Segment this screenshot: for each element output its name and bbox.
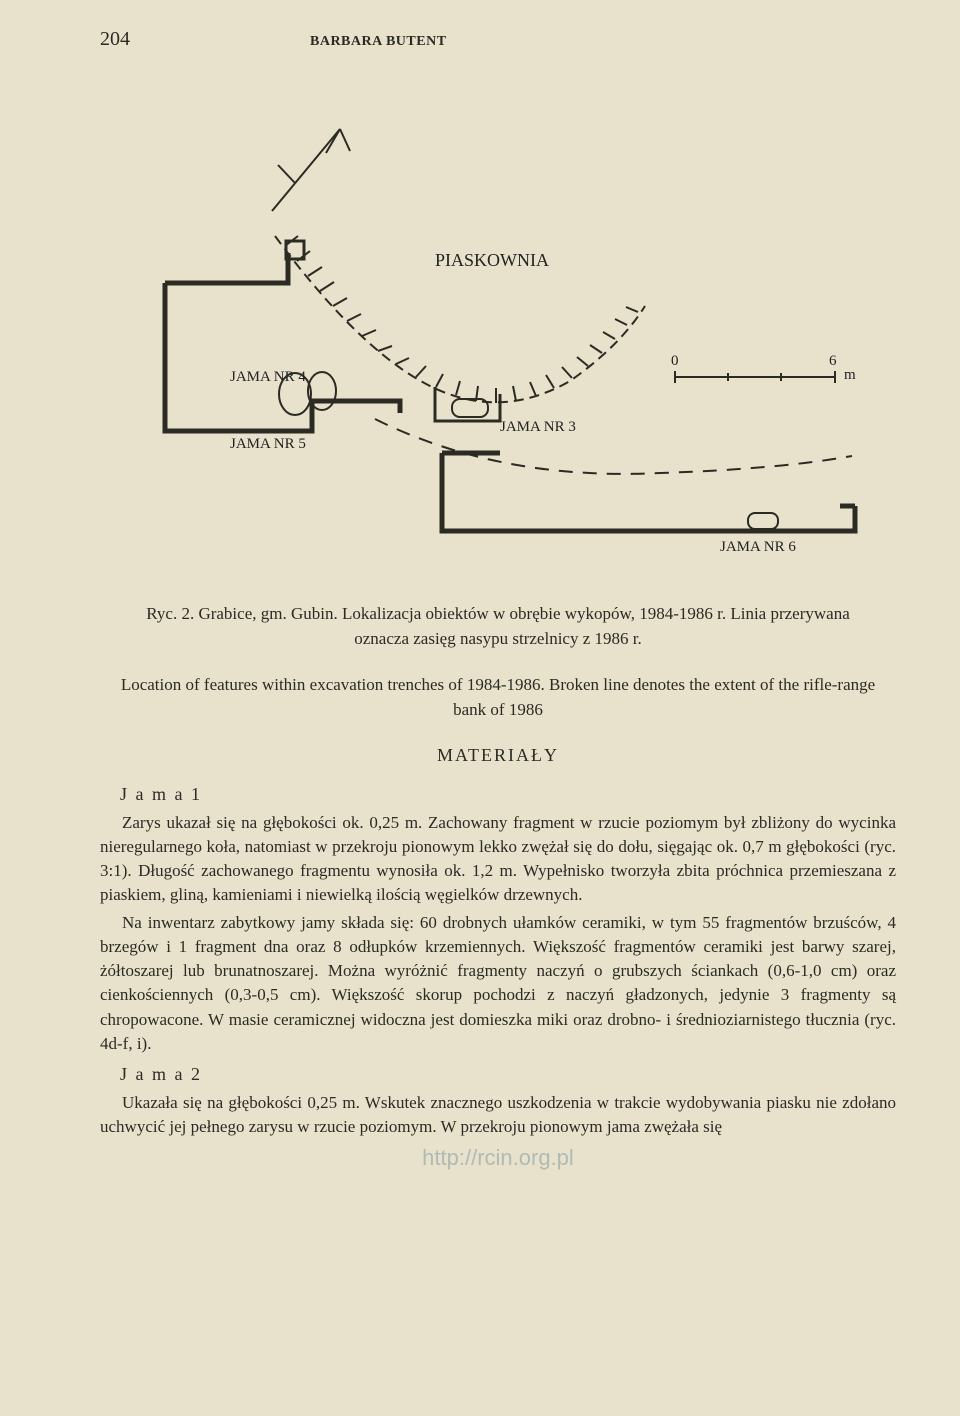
jama2-para-1: Ukazała się na głębokości 0,25 m. Wskute… — [100, 1091, 896, 1139]
jama1-heading: J a m a 1 — [120, 784, 896, 805]
piaskownia-label: PIASKOWNIA — [435, 250, 549, 270]
scale-six: 6 — [829, 353, 837, 369]
scale-unit: m — [844, 367, 856, 383]
bank-extent-dash — [375, 419, 852, 474]
jama1-para-2: Na inwentarz zabytkowy jamy składa się: … — [100, 911, 896, 1056]
materials-heading: MATERIAŁY — [100, 745, 896, 766]
scale-zero: 0 — [671, 353, 679, 369]
page: 204 BARBARA BUTENT — [0, 0, 960, 1416]
jama6-shape — [748, 513, 778, 529]
jama4-label: JAMA NR 4 — [230, 369, 306, 385]
watermark-url: http://rcin.org.pl — [100, 1145, 896, 1171]
jama6-label: JAMA NR 6 — [720, 539, 796, 555]
jama5-oval-b — [308, 372, 336, 410]
figure-caption-pl: Ryc. 2. Grabice, gm. Gubin. Lokalizacja … — [120, 602, 876, 651]
page-number: 204 — [100, 28, 130, 51]
page-header: 204 BARBARA BUTENT — [100, 28, 896, 51]
north-arrow-icon — [272, 129, 350, 211]
author-name: BARBARA BUTENT — [310, 34, 447, 50]
jama5-label: JAMA NR 5 — [230, 436, 306, 452]
scale-bar: 0 6 m — [671, 353, 856, 383]
figure-caption-en: Location of features within excavation t… — [120, 673, 876, 722]
jama3-label: JAMA NR 3 — [500, 419, 576, 435]
jama2-heading: J a m a 2 — [120, 1064, 896, 1085]
jama1-para-1: Zarys ukazał się na głębokości ok. 0,25 … — [100, 811, 896, 908]
trench-outline-right — [442, 453, 855, 531]
excavation-plan-figure: PIASKOWNIA JAMA NR 4 JAMA NR 5 JAMA NR 3… — [100, 101, 880, 581]
trench-outline-left-top — [165, 253, 288, 283]
